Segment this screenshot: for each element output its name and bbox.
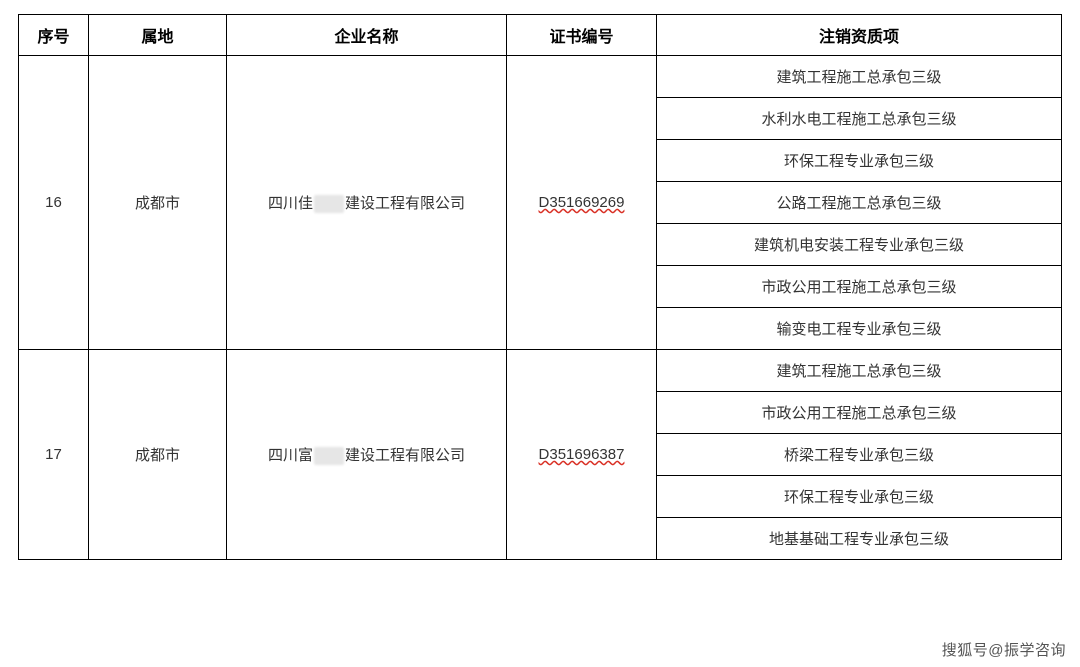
col-header-qual: 注销资质项 [657, 15, 1062, 56]
cell-seq: 16 [19, 56, 89, 350]
company-prefix: 四川富 [268, 447, 313, 464]
cell-seq: 17 [19, 350, 89, 560]
cell-cert: D351696387 [507, 350, 657, 560]
cell-qual: 建筑工程施工总承包三级 [657, 56, 1062, 98]
cell-qual: 市政公用工程施工总承包三级 [657, 392, 1062, 434]
watermark-text: 搜狐号@振学咨询 [938, 638, 1070, 661]
cell-qual: 建筑机电安装工程专业承包三级 [657, 224, 1062, 266]
cell-qual: 地基基础工程专业承包三级 [657, 518, 1062, 560]
company-prefix: 四川佳 [268, 195, 313, 212]
cell-qual: 市政公用工程施工总承包三级 [657, 266, 1062, 308]
cell-location: 成都市 [89, 350, 227, 560]
company-suffix: 建设工程有限公司 [345, 447, 465, 464]
col-header-company: 企业名称 [227, 15, 507, 56]
cell-company: 四川富 建设工程有限公司 [227, 350, 507, 560]
redact-block [314, 195, 344, 213]
table-container: 序号 属地 企业名称 证书编号 注销资质项 16 成都市 四川佳建设工程有限公司… [0, 0, 1080, 570]
cell-qual: 环保工程专业承包三级 [657, 140, 1062, 182]
cert-number: D351669269 [539, 194, 625, 211]
cert-number: D351696387 [539, 446, 625, 463]
cell-location: 成都市 [89, 56, 227, 350]
col-header-seq: 序号 [19, 15, 89, 56]
col-header-cert: 证书编号 [507, 15, 657, 56]
cell-qual: 公路工程施工总承包三级 [657, 182, 1062, 224]
cell-cert: D351669269 [507, 56, 657, 350]
redact-block [314, 447, 344, 465]
cell-qual: 水利水电工程施工总承包三级 [657, 98, 1062, 140]
cell-company: 四川佳 建设工程有限公司 [227, 56, 507, 350]
qualification-table: 序号 属地 企业名称 证书编号 注销资质项 16 成都市 四川佳建设工程有限公司… [18, 14, 1062, 560]
col-header-location: 属地 [89, 15, 227, 56]
cell-qual: 输变电工程专业承包三级 [657, 308, 1062, 350]
table-header-row: 序号 属地 企业名称 证书编号 注销资质项 [19, 15, 1062, 56]
cell-qual: 环保工程专业承包三级 [657, 476, 1062, 518]
cell-qual: 建筑工程施工总承包三级 [657, 350, 1062, 392]
table-row: 16 成都市 四川佳建设工程有限公司 D351669269 建筑工程施工总承包三… [19, 56, 1062, 98]
table-row: 17 成都市 四川富建设工程有限公司 D351696387 建筑工程施工总承包三… [19, 350, 1062, 392]
company-suffix: 建设工程有限公司 [345, 195, 465, 212]
cell-qual: 桥梁工程专业承包三级 [657, 434, 1062, 476]
